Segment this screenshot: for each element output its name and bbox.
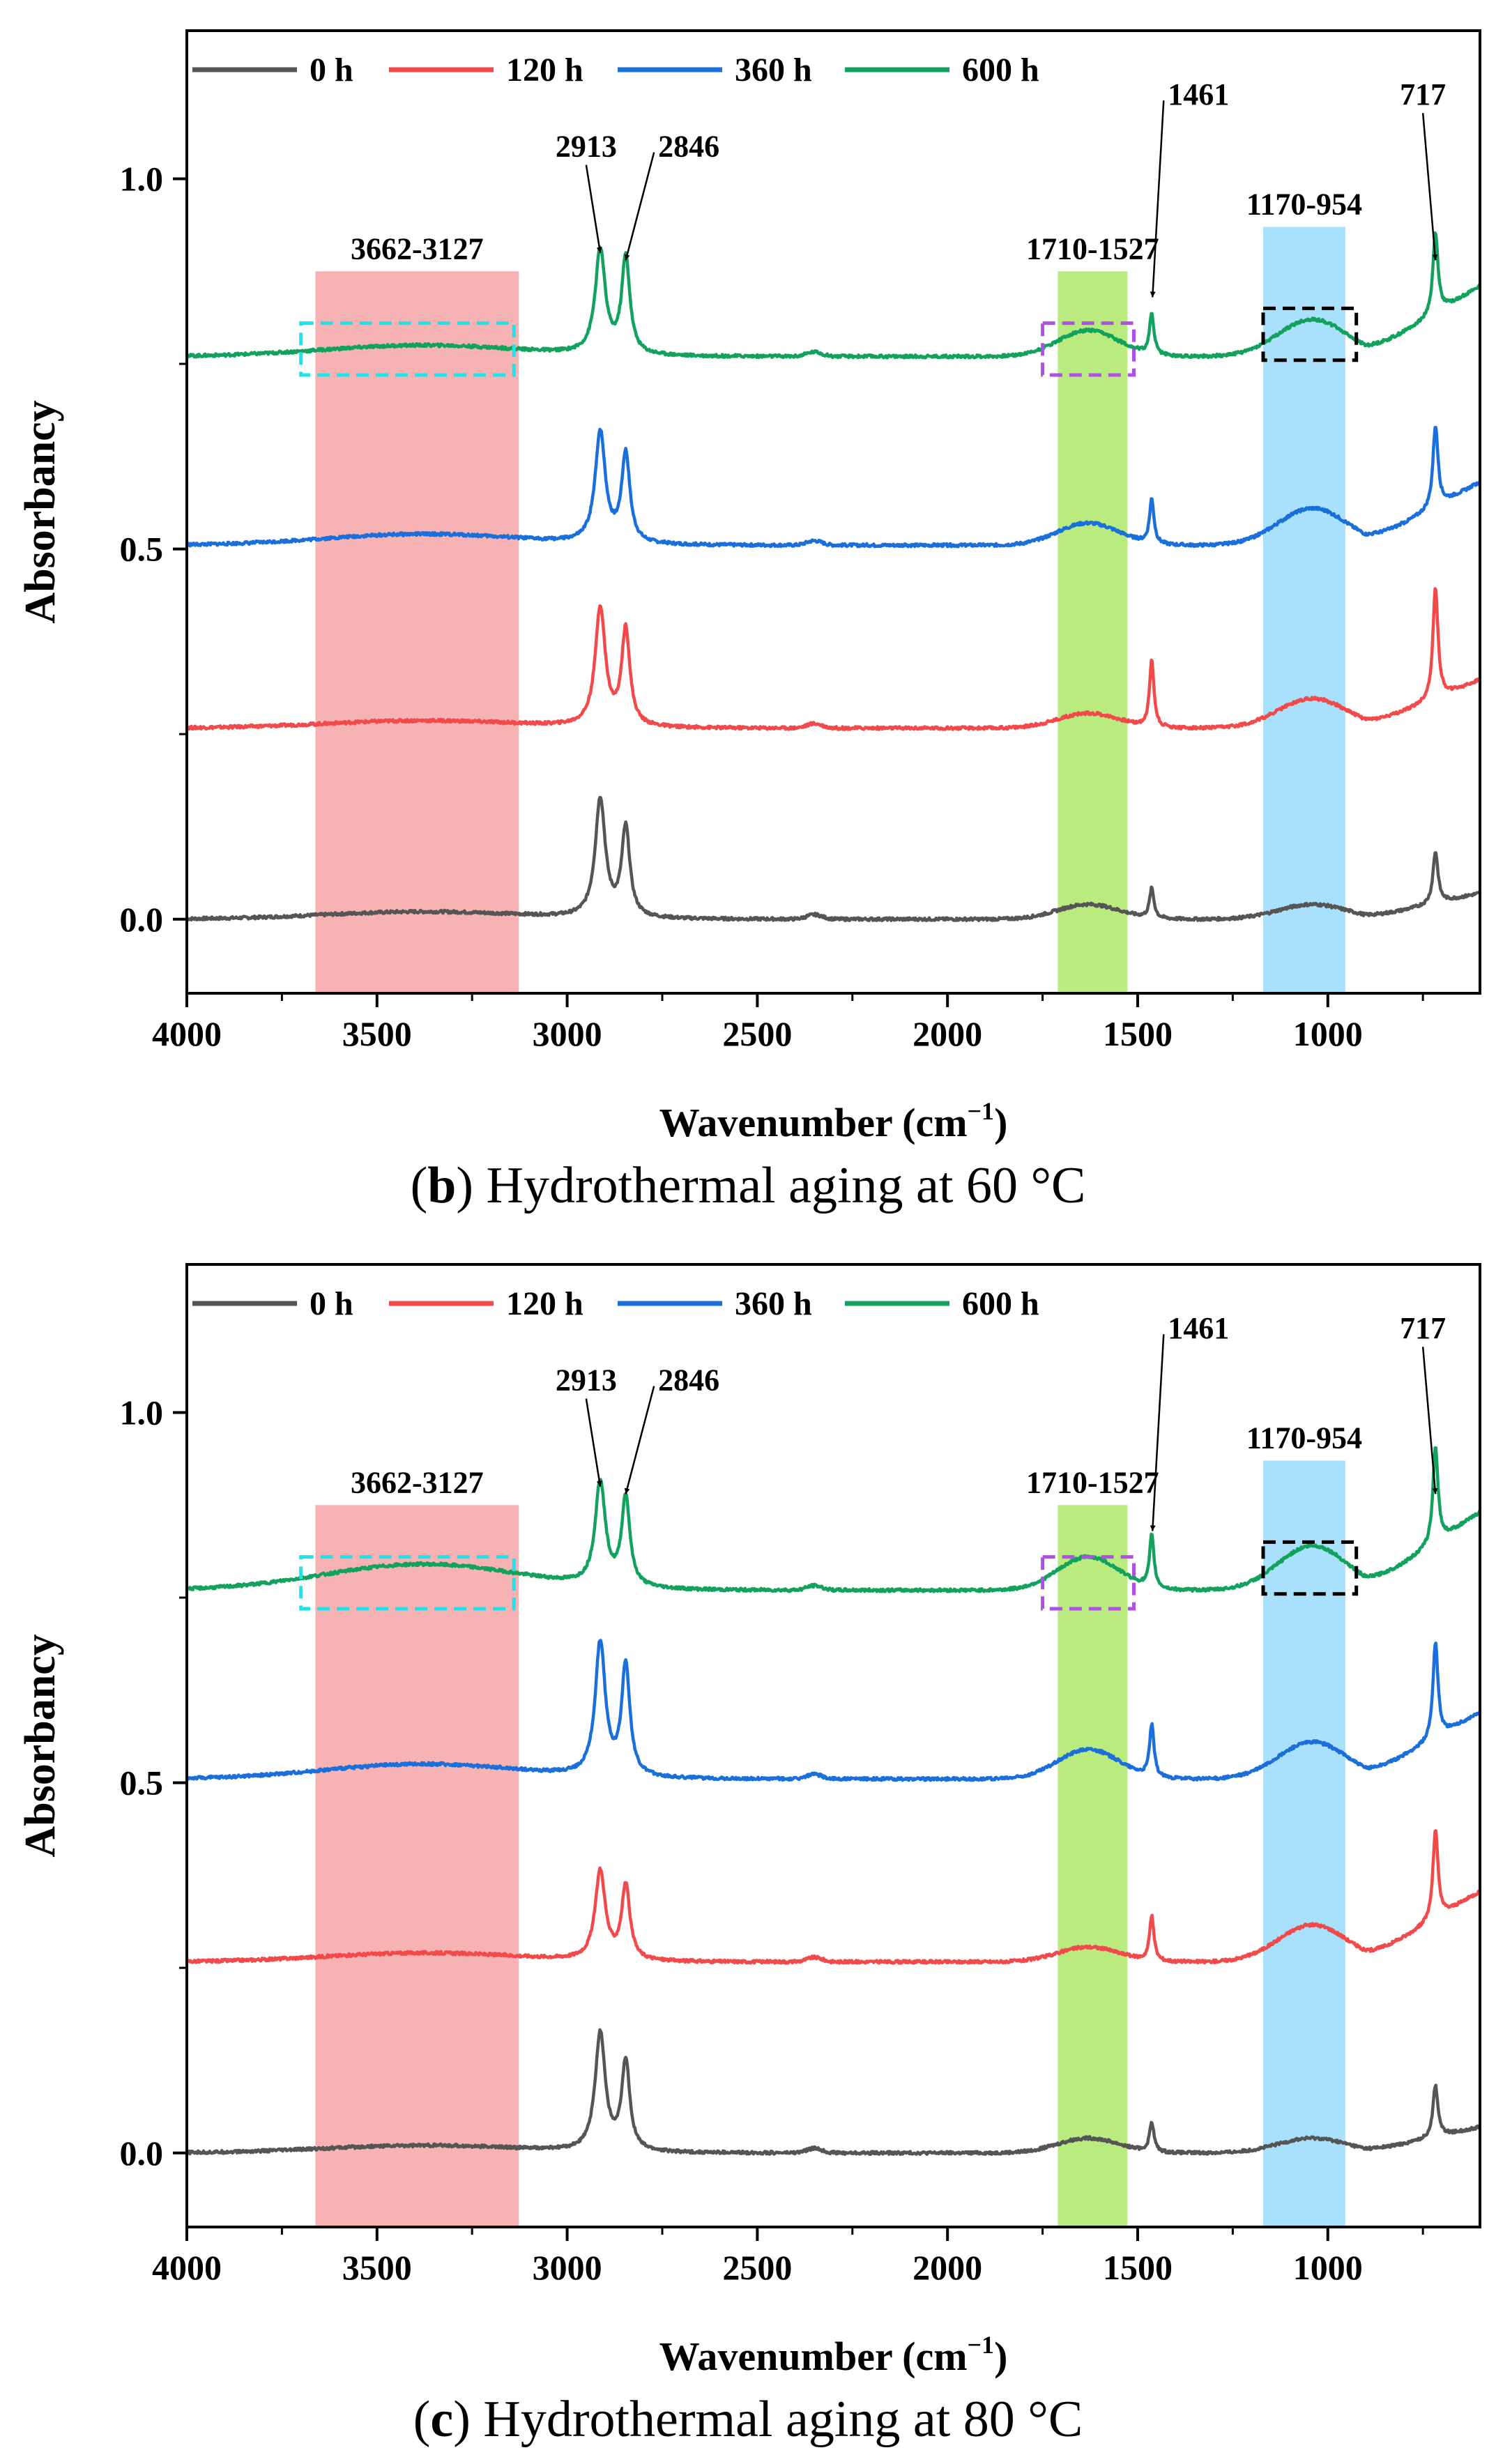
x-tick-label: 4000: [152, 2248, 222, 2287]
plot-frame: [185, 1263, 1481, 2228]
panel-c: 3662-3127 1710-1527 1170-954 2913 2846 1461 71…: [0, 1234, 1496, 2461]
peak-arrow: [1150, 1334, 1165, 1531]
region-band: [315, 1505, 519, 2227]
legend-label: 0 h: [310, 52, 353, 89]
peak-label: 2846: [658, 130, 719, 164]
caption-open: (: [411, 1157, 428, 1214]
legend-label: 0 h: [310, 1285, 353, 1322]
x-axis-label-superscript: −1: [968, 2331, 995, 2359]
peak-arrow: [624, 1386, 655, 1494]
x-tick-label: 3000: [533, 2248, 602, 2287]
peak-label: 1461: [1168, 77, 1229, 112]
x-tick-label: 3500: [342, 2248, 412, 2287]
highlight-box: [1261, 306, 1359, 362]
legend-label: 600 h: [962, 52, 1039, 89]
peak-arrow: [1150, 100, 1165, 298]
caption-letter: b: [427, 1157, 456, 1214]
peak-arrow: [1421, 113, 1438, 261]
region-band: [1263, 227, 1345, 994]
x-tick-label: 2000: [913, 1014, 982, 1053]
caption-letter: c: [430, 2391, 453, 2448]
x-tick-label: 3000: [533, 1014, 602, 1053]
peak-arrow: [585, 164, 602, 253]
region-band: [1058, 1505, 1128, 2227]
legend-label: 120 h: [506, 1285, 583, 1322]
x-axis-label-superscript: −1: [968, 1097, 995, 1125]
x-tick-label: 1000: [1293, 2248, 1363, 2287]
peak-label: 1461: [1168, 1311, 1229, 1345]
region-band: [315, 271, 519, 993]
x-tick-label: 3500: [342, 1014, 412, 1053]
x-tick-label: 4000: [152, 1014, 222, 1053]
legend-label: 360 h: [735, 52, 812, 89]
peak-label: 2846: [658, 1363, 719, 1398]
y-tick-label: 1.0: [120, 159, 164, 198]
highlight-box: [299, 1555, 516, 1611]
y-tick-label: 0.5: [120, 1763, 164, 1803]
series-line: [187, 587, 1480, 731]
highlight-box: [1261, 1540, 1359, 1596]
x-axis-label: Wavenumber (cm−1): [659, 1097, 1008, 1145]
peak-label: 717: [1400, 77, 1446, 112]
caption-text: ) Hydrothermal aging at 60 °C: [456, 1157, 1085, 1214]
y-axis-label: Absorbancy: [17, 1634, 64, 1857]
region-label: 3662-3127: [351, 1465, 484, 1499]
x-axis-label-close: ): [994, 1100, 1007, 1145]
peak-arrow: [585, 1398, 602, 1487]
x-tick-label: 1500: [1103, 2248, 1173, 2287]
x-tick-label: 1000: [1293, 1014, 1363, 1053]
region-band: [1058, 271, 1128, 993]
peak-arrow: [1421, 1347, 1438, 1494]
series-line: [187, 795, 1480, 923]
ftir-chart-80c: 3662-3127 1710-1527 1170-954 2913 2846 1461 71…: [17, 1263, 1481, 2448]
y-axis-label: Absorbancy: [17, 400, 64, 623]
peak-label: 2913: [556, 1363, 617, 1398]
x-tick-label: 2500: [722, 1014, 792, 1053]
region-label: 1710-1527: [1026, 231, 1159, 266]
figure-caption: (c) Hydrothermal aging at 80 °C: [413, 2391, 1083, 2448]
peak-label: 2913: [556, 130, 617, 164]
region-band: [1263, 1460, 1345, 2227]
y-tick-label: 0.0: [120, 900, 164, 939]
series-line: [187, 1829, 1480, 1965]
x-tick-label: 2000: [913, 2248, 982, 2287]
legend-label: 120 h: [506, 52, 583, 89]
y-tick-label: 0.5: [120, 530, 164, 569]
region-label: 3662-3127: [351, 231, 484, 266]
figure-caption: (b) Hydrothermal aging at 60 °C: [411, 1157, 1086, 1214]
highlight-box: [1041, 321, 1136, 377]
peak-arrow: [624, 152, 655, 261]
region-label: 1170-954: [1246, 188, 1362, 222]
plot-frame: [185, 29, 1481, 995]
caption-text: ) Hydrothermal aging at 80 °C: [453, 2391, 1083, 2448]
x-tick-label: 2500: [722, 2248, 792, 2287]
highlight-box: [1041, 1555, 1136, 1611]
y-tick-label: 0.0: [120, 2134, 164, 2173]
panel-b: 3662-3127 1710-1527 1170-954 2913 2846 1461 71…: [0, 0, 1496, 1227]
region-label: 1170-954: [1246, 1421, 1362, 1455]
series-line: [187, 2028, 1480, 2157]
peak-label: 717: [1400, 1311, 1446, 1345]
legend-label: 360 h: [735, 1285, 812, 1322]
highlight-box: [299, 321, 516, 377]
series-line: [187, 426, 1480, 549]
series-line: [187, 1639, 1480, 1782]
ftir-chart-60c: 3662-3127 1710-1527 1170-954 2913 2846 1461 71…: [17, 29, 1481, 1214]
caption-open: (: [413, 2391, 431, 2448]
x-axis-label-close: ): [994, 2334, 1007, 2379]
y-tick-label: 1.0: [120, 1393, 164, 1432]
x-axis-label: Wavenumber (cm−1): [659, 2331, 1008, 2379]
legend-label: 600 h: [962, 1285, 1039, 1322]
x-tick-label: 1500: [1103, 1014, 1173, 1053]
region-label: 1710-1527: [1026, 1465, 1159, 1499]
